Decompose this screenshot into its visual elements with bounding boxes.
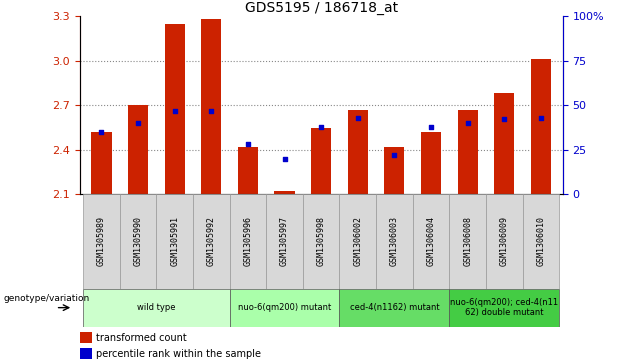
Text: ced-4(n1162) mutant: ced-4(n1162) mutant (350, 303, 439, 312)
Bar (92, 132, 111, 194)
Text: GSM1305990: GSM1305990 (134, 216, 142, 266)
Bar (201, 19, 221, 194)
Bar (128, 105, 148, 194)
Bar (384, 147, 404, 194)
Bar (165, 24, 185, 194)
Bar (230, 289, 340, 327)
Point (206, 108, 216, 114)
Bar (80, 348, 92, 359)
Text: GSM1306002: GSM1306002 (354, 216, 363, 266)
Point (353, 115, 363, 121)
Text: nuo-6(qm200); ced-4(n11
62) double mutant: nuo-6(qm200); ced-4(n11 62) double mutan… (450, 298, 558, 317)
Text: GSM1306003: GSM1306003 (390, 216, 399, 266)
Bar (450, 289, 559, 327)
Text: GSM1305997: GSM1305997 (280, 216, 289, 266)
Bar (486, 194, 523, 289)
Text: GSM1306008: GSM1306008 (463, 216, 472, 266)
Bar (450, 194, 486, 289)
Bar (340, 194, 376, 289)
Text: wild type: wild type (137, 303, 176, 312)
Bar (303, 194, 340, 289)
Text: GSM1306010: GSM1306010 (536, 216, 546, 266)
Point (170, 108, 180, 114)
Bar (193, 194, 230, 289)
Bar (457, 110, 478, 194)
Text: GSM1305991: GSM1305991 (170, 216, 179, 266)
Point (499, 117, 509, 122)
Bar (275, 191, 294, 194)
Point (133, 120, 143, 126)
Bar (376, 194, 413, 289)
Text: genotype/variation: genotype/variation (4, 294, 90, 303)
Text: GSM1306009: GSM1306009 (500, 216, 509, 266)
Bar (156, 194, 193, 289)
Point (426, 124, 436, 130)
Bar (83, 194, 120, 289)
Point (389, 152, 399, 158)
Bar (523, 194, 559, 289)
Bar (80, 332, 92, 343)
Bar (83, 289, 230, 327)
Point (97, 129, 107, 135)
Bar (120, 194, 156, 289)
Text: GSM1305998: GSM1305998 (317, 216, 326, 266)
Bar (311, 127, 331, 194)
Text: GSM1306004: GSM1306004 (427, 216, 436, 266)
Text: percentile rank within the sample: percentile rank within the sample (97, 349, 261, 359)
Text: nuo-6(qm200) mutant: nuo-6(qm200) mutant (238, 303, 331, 312)
Bar (421, 132, 441, 194)
Bar (348, 110, 368, 194)
Title: GDS5195 / 186718_at: GDS5195 / 186718_at (245, 1, 398, 15)
Text: GSM1305992: GSM1305992 (207, 216, 216, 266)
Bar (230, 194, 266, 289)
Bar (413, 194, 450, 289)
Bar (531, 59, 551, 194)
Point (279, 156, 289, 162)
Point (316, 124, 326, 130)
Text: GSM1305996: GSM1305996 (244, 216, 252, 266)
Point (243, 142, 253, 147)
Bar (266, 194, 303, 289)
Text: transformed count: transformed count (97, 333, 187, 343)
Point (536, 115, 546, 121)
Point (462, 120, 473, 126)
Bar (238, 147, 258, 194)
Text: GSM1305989: GSM1305989 (97, 216, 106, 266)
Bar (494, 93, 515, 194)
Bar (340, 289, 450, 327)
